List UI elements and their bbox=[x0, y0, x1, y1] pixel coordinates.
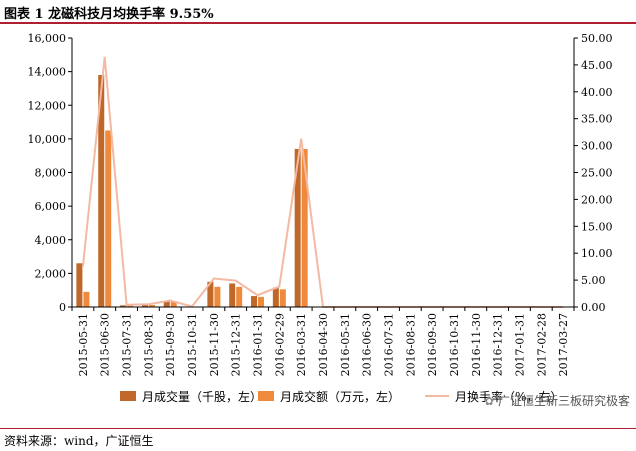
footer-rule bbox=[0, 428, 636, 429]
x-tick-label: 2016-03-31 bbox=[295, 313, 308, 376]
y-left-tick-label: 14,000 bbox=[28, 66, 67, 79]
x-tick-label: 2016-02-29 bbox=[273, 313, 286, 376]
x-tick-label: 2016-10-31 bbox=[448, 313, 461, 376]
x-tick-label: 2017-01-31 bbox=[513, 313, 526, 376]
bar-amount bbox=[258, 296, 265, 307]
y-left-tick-label: 6,000 bbox=[35, 200, 67, 213]
x-tick-label: 2015-12-31 bbox=[230, 313, 243, 376]
y-right-tick-label: 5.00 bbox=[581, 274, 606, 287]
x-tick-label: 2015-08-31 bbox=[142, 313, 155, 376]
y-right-tick-label: 15.00 bbox=[581, 220, 613, 233]
bar-amount bbox=[279, 289, 286, 307]
x-tick-label: 2015-05-31 bbox=[77, 313, 90, 376]
y-right-tick-label: 50.00 bbox=[581, 32, 613, 45]
bar-amount bbox=[170, 301, 177, 307]
y-left-tick-label: 12,000 bbox=[28, 99, 67, 112]
bar-volume bbox=[120, 305, 127, 307]
bar-amount bbox=[127, 305, 134, 307]
turnover-chart: 0 2,000 4,000 6,000 8,000 10,000 12,000 14,000 1… bbox=[28, 32, 613, 404]
y-right-tick-label: 10.00 bbox=[581, 247, 613, 260]
bar-volume bbox=[251, 296, 258, 307]
y-left-tick-label: 4,000 bbox=[35, 234, 67, 247]
wechat-icon: ✿ bbox=[484, 394, 498, 408]
x-tick-label: 2016-07-31 bbox=[382, 313, 395, 376]
y-right-tick-label: 30.00 bbox=[581, 140, 613, 153]
title-rule bbox=[0, 22, 636, 24]
bar-volume bbox=[141, 304, 148, 307]
bar-volume bbox=[294, 148, 301, 307]
bar-volume bbox=[163, 301, 170, 307]
x-tick-label: 2017-03-27 bbox=[557, 313, 570, 376]
bar-amount bbox=[214, 286, 221, 307]
y-right-tick-label: 20.00 bbox=[581, 193, 613, 206]
x-tick-label: 2016-09-30 bbox=[426, 313, 439, 376]
bar-volume bbox=[229, 283, 236, 307]
y-right-tick-label: 45.00 bbox=[581, 59, 613, 72]
y-left-tick-label: 0 bbox=[59, 301, 66, 314]
legend-label: 月成交额（万元，左） bbox=[280, 389, 400, 404]
watermark: ✿ 广证恒生新三板研究极客 bbox=[484, 392, 630, 409]
bar-volume bbox=[76, 263, 83, 307]
legend-label: 月成交量（千股，左） bbox=[142, 389, 262, 404]
x-tick-label: 2016-01-31 bbox=[252, 313, 265, 376]
x-tick-label: 2016-04-30 bbox=[317, 313, 330, 376]
legend-swatch bbox=[120, 391, 136, 401]
y-right-tick-label: 35.00 bbox=[581, 113, 613, 126]
x-tick-label: 2015-07-31 bbox=[121, 313, 134, 376]
x-tick-label: 2017-02-28 bbox=[535, 313, 548, 376]
y-left-tick-label: 2,000 bbox=[35, 267, 67, 280]
x-tick-label: 2016-06-30 bbox=[361, 313, 374, 376]
bar-volume bbox=[98, 74, 105, 307]
y-right-tick-label: 0.00 bbox=[581, 301, 606, 314]
bar-amount bbox=[105, 130, 112, 307]
bar-amount bbox=[301, 148, 308, 307]
bar-volume bbox=[207, 281, 214, 307]
x-tick-label: 2016-08-31 bbox=[404, 313, 417, 376]
x-tick-label: 2016-11-30 bbox=[470, 313, 483, 376]
line-turnover-rate bbox=[81, 56, 564, 308]
x-tick-label: 2016-05-31 bbox=[339, 313, 352, 376]
source-note: 资料来源：wind，广证恒生 bbox=[4, 434, 154, 448]
y-left-tick-label: 8,000 bbox=[35, 167, 67, 180]
x-tick-label: 2016-12-31 bbox=[492, 313, 505, 376]
bar-amount bbox=[236, 286, 243, 307]
y-left-tick-label: 16,000 bbox=[28, 32, 67, 45]
bar-volume bbox=[272, 287, 279, 307]
watermark-text: 广证恒生新三板研究极客 bbox=[497, 394, 630, 408]
x-tick-label: 2015-06-30 bbox=[99, 313, 112, 376]
x-tick-label: 2015-09-30 bbox=[164, 313, 177, 376]
x-tick-label: 2015-11-30 bbox=[208, 313, 221, 376]
chart-title: 图表 1 龙磁科技月均换手率 9.55% bbox=[4, 7, 214, 22]
x-tick-label: 2015-10-31 bbox=[186, 313, 199, 376]
legend-swatch bbox=[258, 391, 274, 401]
bar-amount bbox=[148, 304, 155, 307]
legend-label: 月换手率（%，右） bbox=[455, 389, 562, 404]
bar-amount bbox=[83, 291, 90, 307]
y-right-tick-label: 25.00 bbox=[581, 167, 613, 180]
y-left-tick-label: 10,000 bbox=[28, 133, 67, 146]
y-right-tick-label: 40.00 bbox=[581, 86, 613, 99]
